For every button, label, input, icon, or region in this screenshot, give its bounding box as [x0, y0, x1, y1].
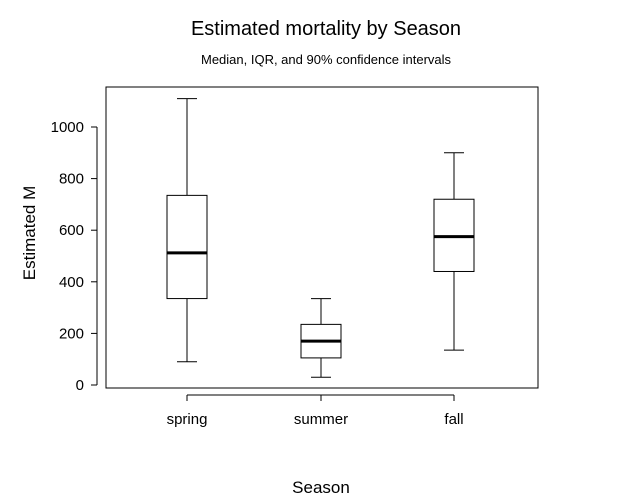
y-tick-label: 1000 — [51, 119, 84, 136]
chart-subtitle: Median, IQR, and 90% confidence interval… — [201, 52, 452, 67]
y-tick-label: 600 — [59, 222, 84, 239]
boxes — [166, 98, 475, 378]
iqr-box — [166, 194, 208, 300]
x-tick-label: fall — [444, 411, 463, 428]
y-axis-label: Estimated M — [20, 186, 39, 280]
box-spring — [166, 98, 208, 363]
x-tick-label: summer — [294, 411, 348, 428]
x-axis: spring summer fall — [167, 394, 464, 428]
chart-title: Estimated mortality by Season — [191, 18, 461, 40]
y-tick-label: 0 — [76, 377, 84, 394]
y-tick-label: 200 — [59, 325, 84, 342]
box-summer — [300, 298, 342, 378]
x-axis-label: Season — [292, 478, 350, 497]
box-fall — [433, 152, 475, 351]
y-axis: 0 200 400 600 800 1000 — [51, 119, 98, 394]
x-tick-label: spring — [167, 411, 208, 428]
plot-frame — [105, 86, 539, 389]
y-tick-label: 800 — [59, 171, 84, 188]
y-tick-label: 400 — [59, 274, 84, 291]
